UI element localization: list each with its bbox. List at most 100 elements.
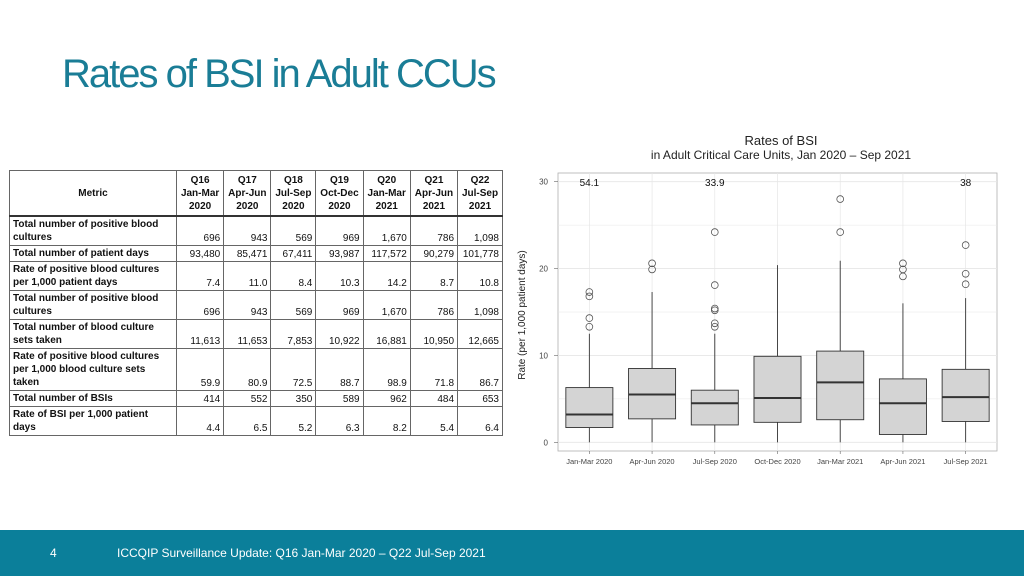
table-row: Total number of positive blood cultures … [9,215,503,246]
table-cell: 1,098 [457,290,503,320]
table-cell: 11.0 [223,261,272,291]
outlier-point [585,314,594,322]
table-cell: 8.4 [270,261,317,291]
metrics-table: Metric Q16 Jan-Mar 2020 Q17 Apr-Jun 2020 Q18… [9,170,503,436]
slide-title: Rates of BSI in Adult CCUs [62,52,497,96]
row-label: Total number of blood culture sets taken [9,319,177,349]
table-cell: 1,670 [362,215,411,246]
table-cell: 786 [409,290,459,320]
table-cell: 484 [409,390,459,407]
col-header-q22: Q22 Jul-Sep 2021 [457,170,503,217]
table-row: Total number of blood culture sets taken… [9,319,503,349]
bsi-boxplot-chart: Rates of BSI in Adult Critical Care Unit… [517,133,998,466]
table-cell: 14.2 [362,261,411,291]
x-tick-label: Apr-Jun 2021 [880,457,925,466]
x-tick-label: Jul-Sep 2020 [693,457,737,466]
col-header-q19: Q19 Oct-Dec 2020 [315,170,364,217]
table-cell: 5.2 [270,406,317,436]
table-cell: 101,778 [457,245,503,262]
annotation-label: 33.9 [705,178,725,189]
table-cell: 962 [362,390,411,407]
page-number: 4 [50,546,57,560]
box-iqr [941,368,990,422]
table-cell: 1,098 [457,215,503,246]
table-cell: 93,987 [315,245,364,262]
table-cell: 696 [175,215,225,246]
outlier-point [836,228,845,236]
table-cell: 8.2 [362,406,411,436]
outlier-point [961,280,970,289]
outlier-point [648,265,656,274]
y-tick-label: 10 [539,351,548,360]
chart-title: Rates of BSI [745,133,818,148]
col-header-q18: Q18 Jul-Sep 2020 [270,170,317,217]
table-cell: 71.8 [409,348,459,391]
box-iqr [816,350,865,421]
footer-bar: 4 ICCQIP Surveillance Update: Q16 Jan-Ma… [0,530,1024,576]
table-cell: 5.4 [409,406,459,436]
table-cell: 86.7 [457,348,503,391]
table-cell: 98.9 [362,348,411,391]
table-cell: 6.5 [223,406,272,436]
y-axis-label: Rate (per 1,000 patient days) [517,250,528,380]
box-iqr [753,355,802,423]
table-cell: 6.3 [315,406,364,436]
table-cell: 569 [270,215,317,246]
table-cell: 10,922 [315,319,364,349]
outlier-point [585,288,594,296]
row-label: Rate of positive blood cultures per 1,00… [9,348,177,391]
table-row: Total number of BSIs 414 552 350 589 962… [9,390,503,407]
y-tick-label: 30 [539,178,548,187]
x-tick-label: Oct-Dec 2020 [754,457,800,466]
col-header-q20: Q20 Jan-Mar 2021 [362,170,411,217]
footer-text: ICCQIP Surveillance Update: Q16 Jan-Mar … [117,546,486,560]
table-cell: 12,665 [457,319,503,349]
col-header-q17: Q17 Apr-Jun 2020 [223,170,272,217]
box-iqr [690,389,739,426]
chart-subtitle: in Adult Critical Care Units, Jan 2020 –… [651,148,911,162]
table-cell: 10,950 [409,319,459,349]
outlier-point [710,306,719,315]
outlier-point [899,259,907,268]
table-cell: 6.4 [457,406,503,436]
table-cell: 93,480 [175,245,225,262]
table-cell: 10.8 [457,261,503,291]
outlier-point [961,269,970,278]
table-cell: 7.4 [175,261,225,291]
col-header-q16: Q16 Jan-Mar 2020 [175,170,225,217]
table-cell: 350 [270,390,317,407]
table-cell: 80.9 [223,348,272,391]
table-cell: 16,881 [362,319,411,349]
table-cell: 7,853 [270,319,317,349]
outlier-point [710,322,719,331]
table-row: Rate of BSI per 1,000 patient days 4.4 6… [9,406,503,436]
box-iqr [878,378,927,435]
outlier-point [961,241,970,249]
table-cell: 653 [457,390,503,407]
table-cell: 10.3 [315,261,364,291]
table-cell: 569 [270,290,317,320]
outlier-point [836,195,845,203]
table-cell: 72.5 [270,348,317,391]
row-label: Total number of patient days [9,245,177,262]
table-row: Total number of patient days 93,480 85,4… [9,245,503,262]
x-tick-label: Jul-Sep 2021 [944,457,988,466]
table-cell: 943 [223,290,272,320]
box-iqr [565,387,614,428]
table-cell: 696 [175,290,225,320]
x-tick-label: Jan-Mar 2021 [817,457,863,466]
row-label: Rate of positive blood cultures per 1,00… [9,261,177,291]
table-cell: 414 [175,390,225,407]
x-tick-label: Jan-Mar 2020 [566,457,612,466]
table-cell: 1,670 [362,290,411,320]
annotation-label: 38 [960,178,972,189]
outlier-point [710,319,719,328]
table-cell: 969 [315,290,364,320]
table-cell: 67,411 [270,245,317,262]
x-tick-label: Apr-Jun 2020 [630,457,675,466]
table-cell: 969 [315,215,364,246]
row-label: Total number of BSIs [9,390,177,407]
outlier-point [648,259,656,268]
table-row: Rate of positive blood cultures per 1,00… [9,261,503,291]
outlier-point [899,265,907,274]
